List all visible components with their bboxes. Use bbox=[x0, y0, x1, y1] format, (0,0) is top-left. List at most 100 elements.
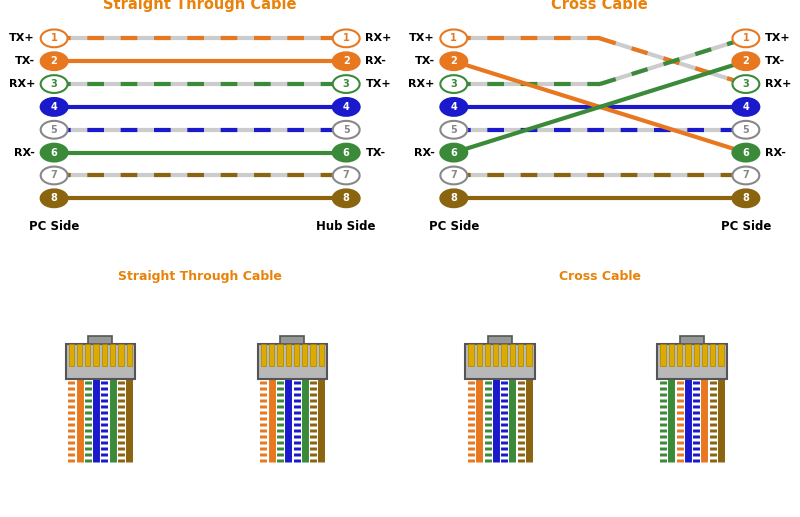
Text: 3: 3 bbox=[450, 79, 457, 89]
Bar bbox=[69, 344, 74, 366]
Bar bbox=[310, 344, 316, 366]
Bar bbox=[526, 344, 531, 366]
Text: 8: 8 bbox=[742, 193, 750, 203]
Bar bbox=[118, 344, 123, 366]
Circle shape bbox=[733, 144, 759, 161]
Bar bbox=[85, 344, 90, 366]
Bar bbox=[502, 344, 506, 366]
Text: 5: 5 bbox=[450, 125, 457, 135]
Text: PC Side: PC Side bbox=[721, 220, 771, 233]
Circle shape bbox=[333, 98, 360, 116]
Text: 7: 7 bbox=[450, 171, 457, 180]
Text: 8: 8 bbox=[450, 193, 458, 203]
Circle shape bbox=[440, 29, 467, 47]
Text: RX+: RX+ bbox=[765, 79, 791, 89]
Circle shape bbox=[733, 75, 759, 93]
FancyBboxPatch shape bbox=[258, 344, 327, 379]
Bar bbox=[677, 344, 682, 366]
FancyBboxPatch shape bbox=[466, 344, 534, 379]
Text: TX-: TX- bbox=[366, 148, 386, 158]
Bar bbox=[485, 344, 490, 366]
Text: TX-: TX- bbox=[14, 56, 35, 66]
Text: 7: 7 bbox=[343, 171, 350, 180]
Bar bbox=[77, 344, 82, 366]
Text: TX+: TX+ bbox=[765, 34, 790, 43]
Text: 1: 1 bbox=[742, 34, 750, 43]
Text: 4: 4 bbox=[742, 102, 750, 112]
Circle shape bbox=[41, 52, 67, 70]
Bar bbox=[286, 344, 291, 366]
Circle shape bbox=[41, 166, 67, 185]
Circle shape bbox=[733, 166, 759, 185]
Text: 8: 8 bbox=[342, 193, 350, 203]
Text: 2: 2 bbox=[450, 56, 457, 66]
FancyBboxPatch shape bbox=[66, 344, 135, 379]
Bar bbox=[686, 344, 690, 366]
Bar bbox=[468, 344, 474, 366]
Text: 2: 2 bbox=[742, 56, 750, 66]
Text: Hub Side: Hub Side bbox=[317, 220, 376, 233]
Circle shape bbox=[41, 98, 67, 116]
FancyBboxPatch shape bbox=[658, 344, 726, 379]
Text: 5: 5 bbox=[343, 125, 350, 135]
Bar bbox=[477, 344, 482, 366]
Circle shape bbox=[41, 121, 67, 139]
Text: 1: 1 bbox=[343, 34, 350, 43]
Text: 4: 4 bbox=[50, 102, 58, 112]
Bar bbox=[294, 344, 299, 366]
Bar bbox=[280, 336, 305, 344]
Title: Cross Cable: Cross Cable bbox=[551, 0, 648, 11]
Text: Straight Through Cable: Straight Through Cable bbox=[118, 270, 282, 283]
Circle shape bbox=[41, 29, 67, 47]
Text: RX-: RX- bbox=[765, 148, 786, 158]
Text: 1: 1 bbox=[450, 34, 457, 43]
Circle shape bbox=[440, 189, 467, 207]
Circle shape bbox=[440, 121, 467, 139]
Circle shape bbox=[440, 75, 467, 93]
Bar bbox=[702, 344, 707, 366]
Bar bbox=[302, 344, 307, 366]
Circle shape bbox=[440, 52, 467, 70]
Text: 3: 3 bbox=[343, 79, 350, 89]
Circle shape bbox=[41, 189, 67, 207]
Text: 3: 3 bbox=[742, 79, 750, 89]
Circle shape bbox=[733, 29, 759, 47]
Circle shape bbox=[41, 144, 67, 161]
Text: RX-: RX- bbox=[14, 148, 35, 158]
Text: 6: 6 bbox=[742, 148, 750, 158]
Bar bbox=[694, 344, 699, 366]
Text: RX+: RX+ bbox=[408, 79, 434, 89]
Bar bbox=[278, 344, 282, 366]
Text: 7: 7 bbox=[742, 171, 750, 180]
Bar bbox=[510, 344, 515, 366]
Circle shape bbox=[440, 98, 467, 116]
Bar bbox=[126, 344, 132, 366]
Text: RX-: RX- bbox=[366, 56, 386, 66]
Bar bbox=[518, 344, 523, 366]
Text: 8: 8 bbox=[50, 193, 58, 203]
Bar bbox=[661, 344, 666, 366]
Text: 5: 5 bbox=[742, 125, 750, 135]
Text: 1: 1 bbox=[50, 34, 58, 43]
Circle shape bbox=[733, 98, 759, 116]
Circle shape bbox=[333, 29, 360, 47]
Circle shape bbox=[333, 121, 360, 139]
Circle shape bbox=[733, 121, 759, 139]
Text: 4: 4 bbox=[343, 102, 350, 112]
Circle shape bbox=[333, 75, 360, 93]
Circle shape bbox=[333, 166, 360, 185]
Text: PC Side: PC Side bbox=[29, 220, 79, 233]
Text: RX+: RX+ bbox=[366, 34, 392, 43]
Circle shape bbox=[440, 166, 467, 185]
Text: TX+: TX+ bbox=[10, 34, 35, 43]
Circle shape bbox=[333, 52, 360, 70]
Text: TX+: TX+ bbox=[409, 34, 434, 43]
Text: PC Side: PC Side bbox=[429, 220, 479, 233]
Text: 6: 6 bbox=[50, 148, 58, 158]
Bar bbox=[94, 344, 98, 366]
Bar bbox=[488, 336, 512, 344]
Title: Straight Through Cable: Straight Through Cable bbox=[103, 0, 297, 11]
Bar bbox=[110, 344, 115, 366]
Text: 5: 5 bbox=[50, 125, 58, 135]
Circle shape bbox=[733, 189, 759, 207]
